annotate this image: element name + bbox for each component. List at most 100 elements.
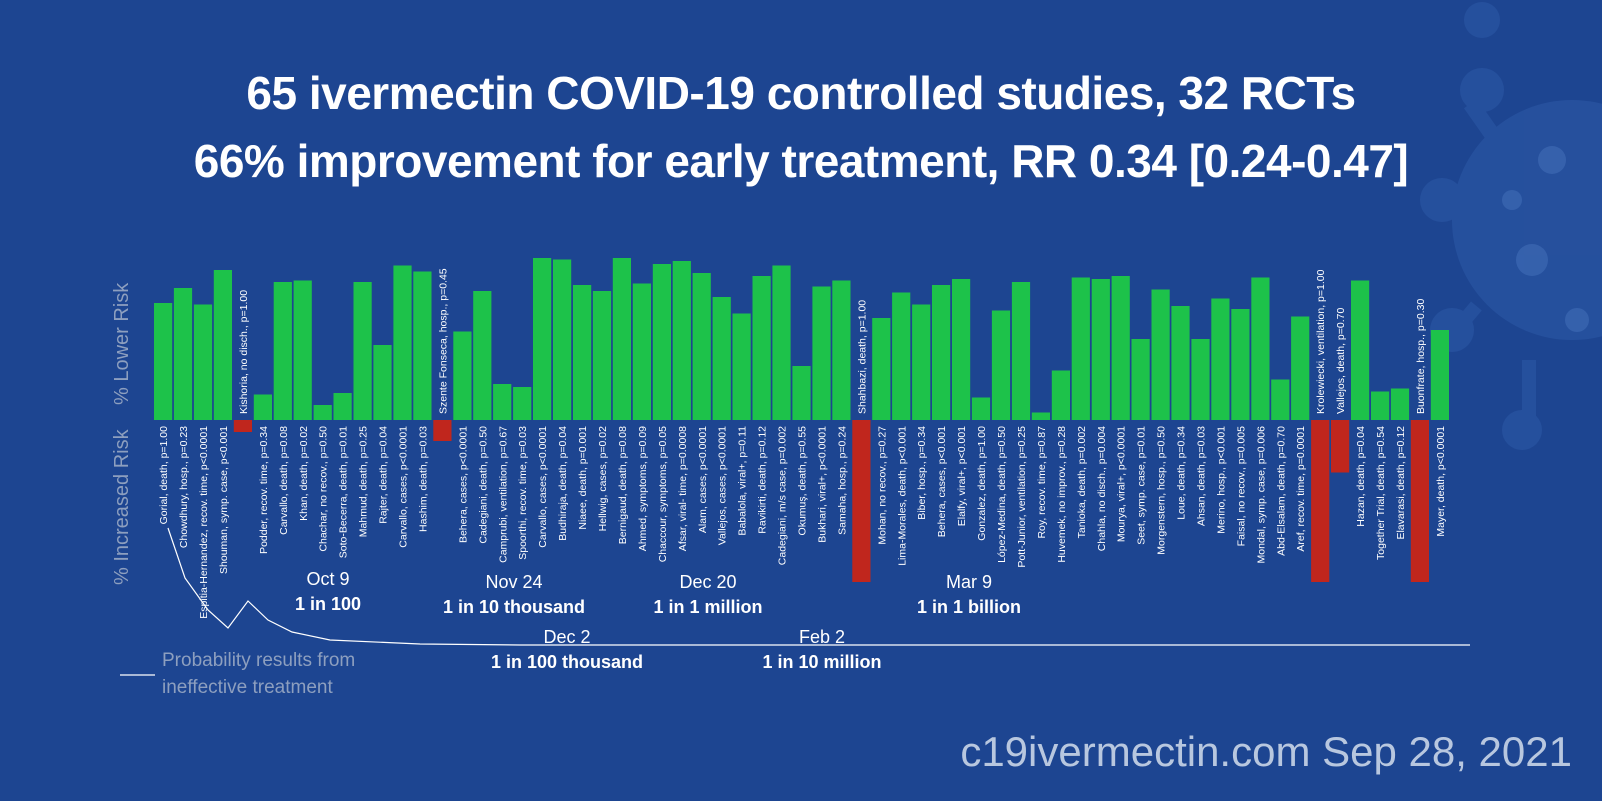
bar [892, 292, 911, 420]
bar-label: Espitia-Hernandez, recov. time, p<0.0001 [198, 426, 210, 619]
bar-label: Ahsan, death, p=0.03 [1196, 426, 1208, 526]
bar [592, 291, 612, 420]
bar-label: Mayer, death, p<0.0001 [1435, 426, 1447, 537]
y-axis-label-increased: % Increased Risk [111, 428, 133, 585]
bar [672, 261, 691, 420]
bar-label: Faisal, no recov., p=0.005 [1235, 426, 1247, 546]
bar [154, 303, 173, 420]
bar-label: Khan, death, p=0.02 [298, 426, 310, 521]
bar-label: Chaccour, symptoms, p=0.05 [657, 426, 669, 562]
annotation-date: Nov 24 [485, 572, 542, 592]
annotation-date: Feb 2 [799, 627, 845, 647]
bar [1390, 388, 1410, 420]
bar [1131, 339, 1150, 420]
bar-label: Camprubi, ventilation, p=0.67 [497, 426, 509, 563]
bar-label: López-Medina, death, p=0.50 [996, 426, 1008, 563]
bar-label: Gorial, death, p=1.00 [158, 426, 170, 525]
bar [433, 420, 452, 441]
bar-label: Aref, recov. time, p=0.0001 [1295, 426, 1307, 552]
bar [1271, 379, 1290, 420]
bar [1051, 370, 1070, 420]
legend-text-line2: ineffective treatment [162, 677, 333, 698]
bar-label: Mourya, viral+, p<0.0001 [1116, 426, 1128, 542]
bar-label: Kishoria, no disch., p=1.00 [238, 290, 250, 414]
bar [493, 384, 512, 420]
annotation-date: Mar 9 [946, 572, 992, 592]
bar-label: Elalfy, viral+, p<0.001 [956, 426, 968, 526]
bar [872, 318, 891, 420]
bar [752, 276, 771, 420]
bar [1091, 279, 1110, 420]
bar [473, 291, 492, 420]
bar [732, 313, 751, 420]
bar-labels-layer: Gorial, death, p=1.00 Chowdhury, hosp., p… [158, 268, 1447, 619]
bar [991, 310, 1011, 420]
bar-label: Merino, hosp., p<0.001 [1215, 426, 1227, 534]
annotation-date: Dec 20 [679, 572, 736, 592]
virus-decoration [1420, 2, 1602, 450]
bar [353, 282, 372, 420]
annotation-probability: 1 in 1 billion [917, 597, 1021, 617]
bar-label: Chachar, no recov., p=0.50 [318, 426, 330, 552]
bar-label: Babalola, viral+, p=0.11 [737, 426, 749, 536]
bar [1371, 391, 1390, 420]
bar [1191, 339, 1210, 420]
bar [632, 283, 651, 420]
bar-label: Ahmed, symptoms, p=0.09 [637, 426, 649, 551]
annotation-probability: 1 in 100 thousand [491, 652, 643, 672]
bar [1171, 306, 1190, 420]
bar-label: Gonzalez, death, p=1.00 [976, 426, 988, 541]
bar-label: Pott-Junior, ventilation, p=0.25 [1016, 426, 1028, 568]
bar-label: Vallejos, cases, p<0.0001 [717, 426, 729, 545]
bar [393, 265, 412, 420]
bar-label: Carvallo, cases, p<0.0001 [398, 426, 410, 548]
bar [1410, 420, 1429, 582]
annotation-probability: 1 in 100 [295, 594, 361, 614]
bar-label: Shahbazi, death, p=1.00 [856, 300, 868, 414]
bar [513, 387, 532, 420]
bar-label: Ravikirti, death, p=0.12 [757, 426, 769, 534]
bar [832, 280, 851, 420]
bar [1251, 277, 1270, 420]
annotation-date: Dec 2 [543, 627, 590, 647]
bar [173, 288, 193, 420]
bar [333, 393, 352, 420]
bar [1011, 282, 1031, 420]
bar-label: Buonfrate, hosp., p=0.30 [1415, 299, 1427, 414]
bar-label: Lima-Morales, death, p<0.001 [896, 426, 908, 566]
bar [1231, 309, 1250, 420]
bar-label: Morgenstern, hosp., p=0.50 [1156, 426, 1168, 555]
bar [852, 420, 871, 582]
bar [453, 331, 472, 420]
bar-label: Chowdhury, hosp., p=0.23 [178, 426, 190, 548]
bar-label: Szente Fonseca, hosp., p=0.45 [437, 268, 449, 414]
title-line-2: 66% improvement for early treatment, RR … [193, 135, 1409, 187]
bar-label: Carvallo, cases, p<0.0001 [537, 426, 549, 548]
bar [273, 282, 292, 420]
bar-label: Hazan, death, p=0.04 [1355, 426, 1367, 527]
bar [553, 259, 572, 420]
bar [313, 405, 332, 420]
bar-label: Bernigaud, death, p=0.08 [617, 426, 629, 544]
bar-label: Budhiraja, death, p=0.04 [557, 426, 569, 541]
bar-label: Samaha, hosp., p=0.24 [836, 426, 848, 535]
bar-label: Okumuş, death, p=0.55 [797, 426, 809, 536]
bar-label: Alam, cases, p<0.0001 [697, 426, 709, 533]
bar [413, 271, 432, 420]
bar [373, 345, 392, 420]
annotation-probability: 1 in 10 million [762, 652, 881, 672]
bar-label: Podder, recov. time, p=0.34 [258, 426, 270, 554]
y-axis-label-lower: % Lower Risk [111, 282, 133, 405]
bar [1351, 280, 1370, 420]
bar [213, 270, 232, 420]
bar [1291, 316, 1310, 420]
bar-label: Hashim, death, p=0.03 [417, 426, 429, 532]
bar [573, 285, 592, 420]
bar-label: Bukhari, viral+, p<0.0001 [817, 426, 829, 543]
bar-label: Behera, cases, p<0.001 [936, 426, 948, 537]
annotation-probability: 1 in 1 million [653, 597, 762, 617]
bar [612, 258, 631, 420]
bar [1311, 420, 1330, 582]
